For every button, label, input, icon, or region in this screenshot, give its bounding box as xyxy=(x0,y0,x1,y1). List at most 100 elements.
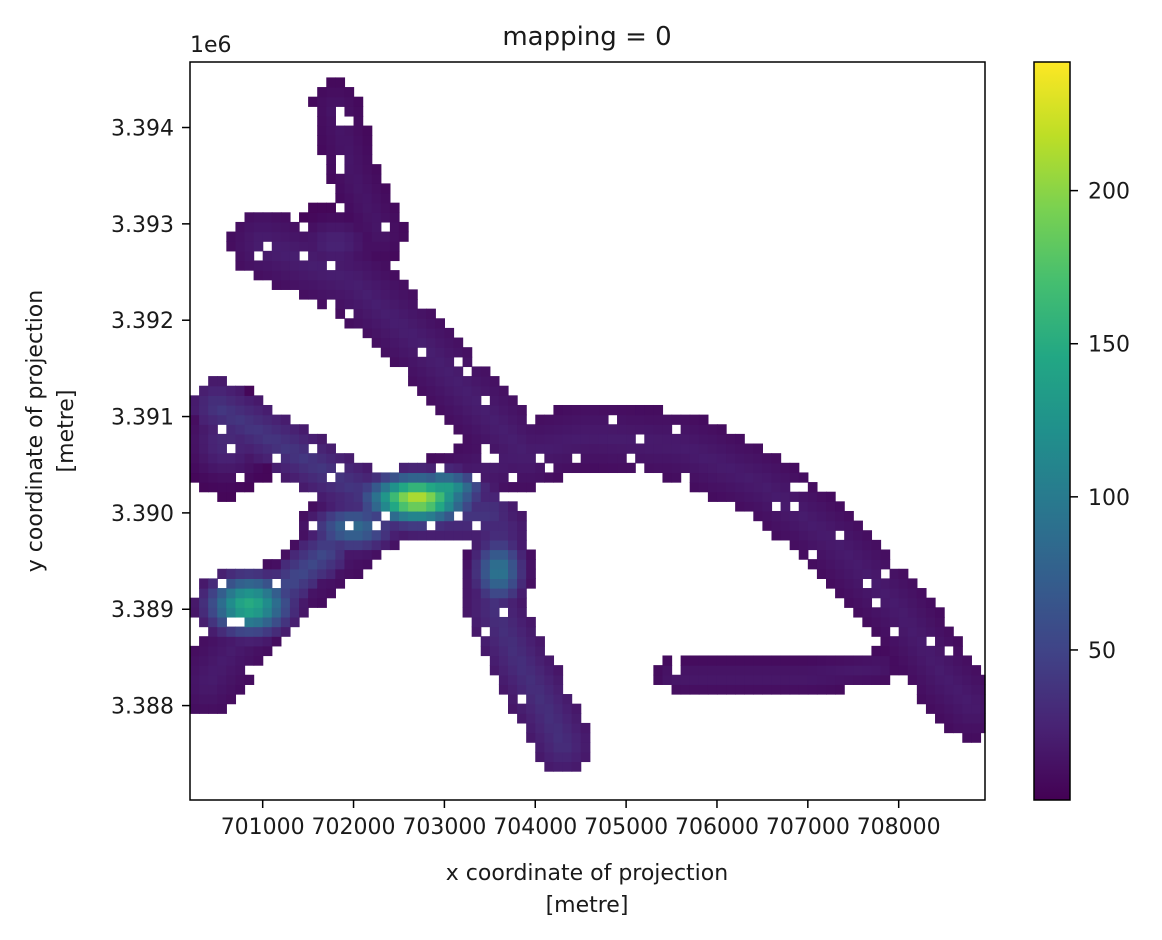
heatmap-cell xyxy=(689,424,700,435)
heatmap-cell xyxy=(671,674,682,685)
heatmap-cell xyxy=(398,308,409,319)
heatmap-cell xyxy=(444,404,455,416)
heatmap-cell xyxy=(698,424,709,435)
heatmap-cell xyxy=(435,347,445,358)
heatmap-cell xyxy=(317,501,327,512)
heatmap-cell xyxy=(925,665,936,676)
heatmap-cell xyxy=(208,414,218,425)
heatmap-cell xyxy=(662,433,673,445)
heatmap-cell xyxy=(308,231,318,242)
heatmap-cell xyxy=(398,491,409,502)
heatmap-cell xyxy=(417,462,427,474)
heatmap-cell xyxy=(208,385,218,396)
heatmap-cell xyxy=(580,414,591,425)
heatmap-cell xyxy=(508,578,518,589)
heatmap-cell xyxy=(335,183,346,194)
heatmap-cell xyxy=(862,539,873,551)
heatmap-cell xyxy=(244,645,255,657)
heatmap-cell xyxy=(626,424,636,435)
heatmap-cell xyxy=(735,665,745,676)
heatmap-cell xyxy=(544,665,555,676)
heatmap-cell xyxy=(380,308,391,319)
heatmap-cell xyxy=(498,674,509,685)
heatmap-cell xyxy=(435,376,445,387)
heatmap-cell xyxy=(244,597,255,608)
heatmap-cell xyxy=(253,655,264,666)
heatmap-cell xyxy=(844,655,854,666)
heatmap-cell xyxy=(199,395,209,406)
heatmap-cell xyxy=(344,144,355,156)
heatmap-cell xyxy=(280,414,291,425)
heatmap-cell xyxy=(489,568,500,579)
heatmap-cell xyxy=(835,578,845,589)
heatmap-cell xyxy=(553,433,564,445)
heatmap-cell xyxy=(289,588,300,599)
heatmap-cell xyxy=(317,482,327,493)
heatmap-cell xyxy=(362,193,373,204)
heatmap-cell xyxy=(498,530,509,541)
heatmap-cell xyxy=(498,578,509,589)
heatmap-cell xyxy=(807,655,818,666)
heatmap-cell xyxy=(544,472,555,483)
x-tick-label: 707000 xyxy=(766,815,850,840)
heatmap-cell xyxy=(208,616,218,628)
heatmap-cell xyxy=(235,250,246,262)
heatmap-cell xyxy=(480,482,491,493)
heatmap-cell xyxy=(389,221,400,233)
heatmap-cell xyxy=(244,655,255,666)
heatmap-cell xyxy=(671,414,682,425)
heatmap-cell xyxy=(398,347,409,358)
heatmap-cell xyxy=(571,433,582,445)
heatmap-cell xyxy=(335,250,346,262)
y-tick-label: 3.391 xyxy=(111,406,174,431)
heatmap-cell xyxy=(426,501,436,512)
heatmap-cell xyxy=(398,530,409,541)
heatmap-cell xyxy=(716,674,727,685)
heatmap-cell xyxy=(253,636,264,647)
heatmap-cell xyxy=(235,385,246,396)
heatmap-cell xyxy=(789,665,800,676)
heatmap-cell xyxy=(226,588,237,599)
heatmap-cell xyxy=(262,645,273,657)
heatmap-cell xyxy=(662,674,673,685)
heatmap-cell xyxy=(835,568,845,579)
heatmap-cell xyxy=(226,665,237,676)
heatmap-cell xyxy=(789,539,800,551)
heatmap-cell xyxy=(480,366,491,377)
heatmap-cell xyxy=(226,241,237,252)
heatmap-cell xyxy=(617,433,627,445)
heatmap-cell xyxy=(190,433,200,445)
heatmap-cell xyxy=(816,501,827,512)
heatmap-cell xyxy=(508,694,518,705)
heatmap-cell xyxy=(816,655,827,666)
heatmap-cell xyxy=(508,549,518,560)
heatmap-cell xyxy=(190,395,200,406)
heatmap-cell xyxy=(835,510,845,522)
heatmap-cell xyxy=(762,665,773,676)
heatmap-cell xyxy=(853,568,863,579)
heatmap-cell xyxy=(244,578,255,589)
heatmap-cell xyxy=(462,549,473,560)
heatmap-cell xyxy=(344,510,355,522)
heatmap-cell xyxy=(417,472,427,483)
heatmap-cell xyxy=(871,626,882,637)
heatmap-cell xyxy=(244,626,255,637)
heatmap-cell xyxy=(453,414,464,425)
heatmap-cell xyxy=(244,588,255,599)
heatmap-cell xyxy=(308,96,318,107)
heatmap-cell xyxy=(726,433,736,445)
heatmap-cell xyxy=(289,443,300,454)
heatmap-cell xyxy=(344,539,355,551)
heatmap-cell xyxy=(753,684,763,695)
heatmap-cell xyxy=(526,665,536,676)
heatmap-cell xyxy=(262,250,273,262)
heatmap-cell xyxy=(962,732,972,743)
heatmap-cell xyxy=(771,520,782,531)
heatmap-cell xyxy=(362,221,373,233)
heatmap-cell xyxy=(199,597,209,608)
heatmap-cell xyxy=(598,433,609,445)
heatmap-cell xyxy=(698,453,709,464)
heatmap-cell xyxy=(762,453,773,464)
heatmap-cell xyxy=(535,645,545,657)
heatmap-cell xyxy=(553,472,564,483)
